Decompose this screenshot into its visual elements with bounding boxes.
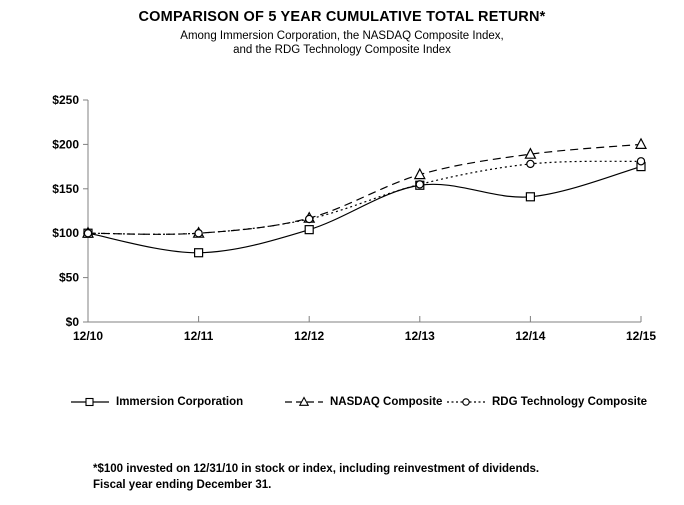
marker-triangle xyxy=(635,137,647,149)
marker-square xyxy=(525,192,536,202)
legend-label-rdg: RDG Technology Composite xyxy=(492,396,648,408)
chart-subtitle-line1: Among Immersion Corporation, the NASDAQ … xyxy=(180,30,504,42)
marker-circle xyxy=(526,159,535,169)
legend-label-immersion: Immersion Corporation xyxy=(116,396,244,408)
chart-title: COMPARISON OF 5 YEAR CUMULATIVE TOTAL RE… xyxy=(138,9,546,25)
series-line-circle xyxy=(87,160,642,235)
legend-item-immersion-corporation: Immersion Corporation xyxy=(70,393,243,411)
marker-triangle xyxy=(413,167,426,180)
legend-label-nasdaq: NASDAQ Composite xyxy=(330,396,443,408)
chart-legend: Immersion Corporation NASDAQ Composite R… xyxy=(0,393,684,411)
y-axis-tick-label: $150 xyxy=(52,182,79,196)
legend-item-nasdaq-composite: NASDAQ Composite xyxy=(284,393,442,411)
y-axis-tick-label: $250 xyxy=(52,93,79,107)
nasdaq-legend-marker-icon xyxy=(285,396,323,406)
marker-circle xyxy=(194,228,203,238)
series-line-square xyxy=(87,166,642,254)
chart-footnote: *$100 invested on 12/31/10 in stock or i… xyxy=(93,461,653,493)
series-line-triangle xyxy=(87,143,642,235)
x-axis-tick-label: 12/12 xyxy=(294,329,324,343)
y-axis-tick-label: $100 xyxy=(52,226,79,240)
y-axis-tick-label: $200 xyxy=(52,137,79,151)
marker-square xyxy=(194,248,204,258)
footnote-line1: *$100 invested on 12/31/10 in stock or i… xyxy=(93,463,540,475)
x-axis-tick-label: 12/13 xyxy=(405,329,435,343)
y-axis-tick-label: $0 xyxy=(66,315,80,329)
marker-triangle xyxy=(524,147,537,159)
legend-item-rdg-technology-composite: RDG Technology Composite xyxy=(446,393,647,411)
rdg-legend-marker-icon xyxy=(447,398,485,406)
y-axis-tick-label: $50 xyxy=(59,271,79,285)
immersion-legend-marker-icon xyxy=(71,397,109,407)
x-axis-tick-label: 12/15 xyxy=(626,329,656,343)
line-chart-plot-area: $250 $200 $150 $100 $50 $012/10 12/11 12/12 12/1… xyxy=(52,93,656,343)
marker-square xyxy=(304,225,314,235)
footnote-line2: Fiscal year ending December 31. xyxy=(93,479,272,491)
x-axis-tick-label: 12/14 xyxy=(515,329,545,343)
marker-circle xyxy=(305,214,314,224)
x-axis-tick-label: 12/11 xyxy=(184,329,214,343)
marker-circle xyxy=(415,180,424,189)
marker-circle xyxy=(83,228,93,238)
marker-circle xyxy=(636,157,646,166)
x-axis-tick-label: 12/10 xyxy=(73,329,103,343)
chart-subtitle-line2: and the RDG Technology Composite Index xyxy=(233,44,451,56)
